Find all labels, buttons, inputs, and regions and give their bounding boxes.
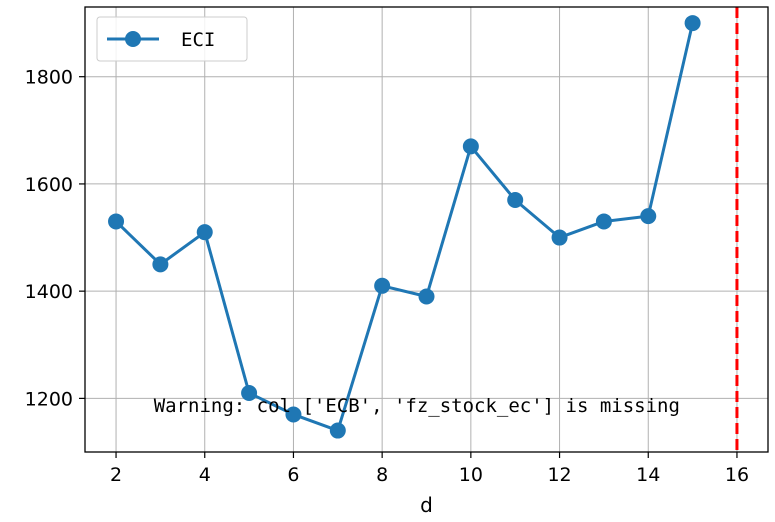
legend-box (96, 16, 248, 62)
x-axis-label: d (420, 493, 433, 517)
data-point (418, 288, 435, 305)
series-layer (108, 15, 701, 439)
legend-entry-eci: ECI (181, 29, 215, 51)
y-tick-label: 1800 (25, 67, 73, 89)
x-tick-label: 16 (725, 464, 749, 486)
x-tick-label: 4 (199, 464, 211, 486)
data-point (108, 213, 125, 230)
data-point (684, 15, 701, 32)
x-tick-label: 10 (459, 464, 483, 486)
data-point (196, 224, 213, 241)
x-tick-label: 6 (287, 464, 299, 486)
data-point (329, 422, 346, 439)
data-point (241, 385, 258, 402)
data-point (285, 406, 302, 423)
x-tick-label: 8 (376, 464, 388, 486)
x-tick-label: 2 (110, 464, 122, 486)
data-point (462, 138, 479, 155)
legend-marker-swatch (125, 31, 141, 47)
y-tick-label: 1400 (25, 281, 73, 303)
data-point (640, 208, 657, 225)
grid-lines (85, 7, 768, 452)
x-tick-label: 12 (547, 464, 571, 486)
x-tick-label: 14 (636, 464, 660, 486)
data-point (507, 192, 524, 209)
data-point (595, 213, 612, 230)
legend: ECI (96, 16, 248, 62)
y-tick-label: 1200 (25, 388, 73, 410)
y-tick-label: 1600 (25, 174, 73, 196)
data-point (374, 277, 391, 294)
warning-annotation: Warning: col ['ECB', 'fz_stock_ec'] is m… (154, 395, 680, 417)
data-point (152, 256, 169, 273)
tick-layer: 2 4 6 8 10 12 14 16 1200 1400 1600 1800 (25, 67, 749, 486)
plot-frame (84, 6, 769, 453)
data-point (551, 229, 568, 246)
